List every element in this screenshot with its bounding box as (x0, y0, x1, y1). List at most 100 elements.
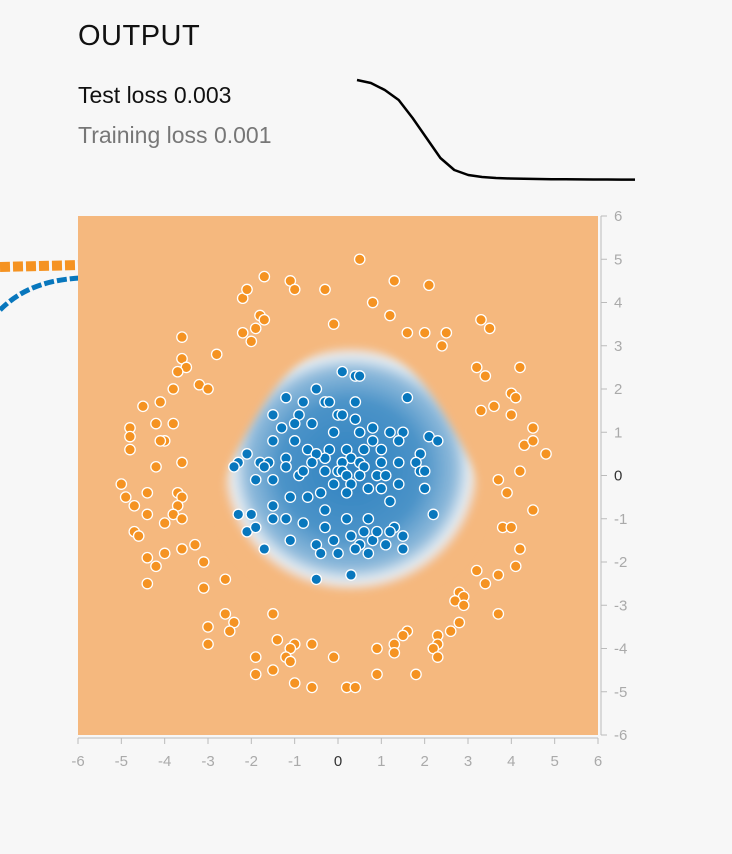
blue-point (332, 547, 344, 560)
blue-point (319, 504, 331, 516)
blue-point (431, 435, 444, 447)
orange-point (176, 331, 188, 343)
y-tick-label: -1 (614, 511, 627, 528)
y-tick-label: 2 (614, 381, 622, 398)
blue-point (353, 426, 366, 439)
blue-point (418, 465, 431, 478)
orange-point (124, 430, 136, 443)
orange-point (119, 491, 132, 503)
x-tick-label: -1 (288, 753, 301, 770)
orange-point (440, 326, 453, 339)
orange-point (245, 335, 258, 348)
x-tick-label: 6 (594, 753, 602, 770)
training-loss: Training loss 0.001 (78, 122, 272, 149)
test-loss: Test loss 0.003 (78, 82, 231, 109)
blue-point (358, 525, 370, 538)
blue-point (366, 422, 379, 434)
blue-point (241, 448, 253, 460)
orange-point (436, 339, 448, 352)
output-title: OUTPUT (78, 20, 201, 52)
blue-point (258, 460, 271, 473)
blue-point (228, 460, 240, 473)
blue-point (401, 391, 414, 404)
orange-point (150, 560, 162, 573)
orange-point (509, 391, 522, 404)
blue-point (349, 396, 362, 408)
orange-point (527, 422, 539, 434)
blue-point (327, 426, 340, 439)
blue-point (327, 478, 340, 490)
orange-point (284, 655, 297, 668)
orange-point (249, 668, 262, 681)
loss-curve-chart (356, 78, 635, 181)
blue-point (310, 383, 323, 395)
loss-curve-line (356, 78, 635, 181)
heatmap (78, 216, 598, 735)
orange-link (0, 260, 80, 272)
y-tick-label: 4 (614, 295, 622, 312)
blue-point (397, 543, 409, 555)
blue-point (418, 482, 431, 495)
orange-point (457, 599, 470, 612)
blue-point (280, 512, 292, 525)
orange-point (288, 677, 301, 689)
orange-point (154, 435, 167, 447)
blue-link (0, 275, 80, 312)
y-tick-label: 1 (614, 424, 622, 441)
x-tick-label: 0 (334, 753, 342, 770)
blue-point (353, 469, 366, 482)
orange-point (470, 361, 483, 374)
orange-point (527, 435, 539, 447)
blue-point (371, 525, 383, 538)
blue-point (349, 413, 362, 426)
x-tick-label: 2 (420, 753, 428, 770)
blue-point (375, 443, 388, 456)
orange-point (197, 582, 210, 594)
blue-point (232, 508, 245, 521)
y-tick-label: -3 (614, 597, 627, 614)
orange-point (241, 283, 253, 296)
orange-point (327, 318, 340, 330)
orange-point (306, 681, 318, 694)
blue-point (319, 465, 331, 478)
blue-point (345, 530, 357, 542)
orange-point (150, 417, 162, 430)
blue-point (297, 517, 310, 529)
data-points (115, 253, 552, 694)
blue-point (336, 409, 349, 421)
blue-point (280, 460, 292, 473)
orange-point (410, 668, 422, 681)
orange-point (141, 551, 154, 564)
y-tick-label: 5 (614, 251, 622, 268)
y-tick-label: 3 (614, 338, 622, 355)
orange-point (167, 417, 180, 430)
orange-point (219, 608, 232, 620)
orange-point (423, 279, 435, 292)
orange-point (397, 629, 409, 642)
blue-point (379, 469, 392, 482)
orange-point (384, 309, 396, 322)
blue-point (306, 456, 318, 469)
blue-point (345, 569, 357, 581)
blue-point (267, 499, 279, 512)
orange-point (271, 634, 284, 646)
orange-point (258, 313, 271, 326)
orange-point (171, 365, 184, 378)
blue-point (280, 391, 292, 404)
blue-point (340, 512, 353, 525)
orange-point (124, 443, 136, 456)
orange-point (527, 504, 539, 516)
blue-point (267, 512, 279, 525)
orange-point (167, 383, 180, 395)
blue-point (249, 473, 262, 486)
x-tick-label: -3 (201, 753, 214, 770)
orange-point (509, 560, 522, 573)
y-tick-label: -6 (614, 727, 627, 744)
orange-point (154, 396, 167, 408)
orange-point (197, 556, 210, 568)
orange-point (492, 608, 505, 620)
blue-point (392, 456, 405, 469)
orange-point (488, 400, 500, 413)
orange-point (492, 569, 505, 581)
orange-point (514, 543, 526, 555)
